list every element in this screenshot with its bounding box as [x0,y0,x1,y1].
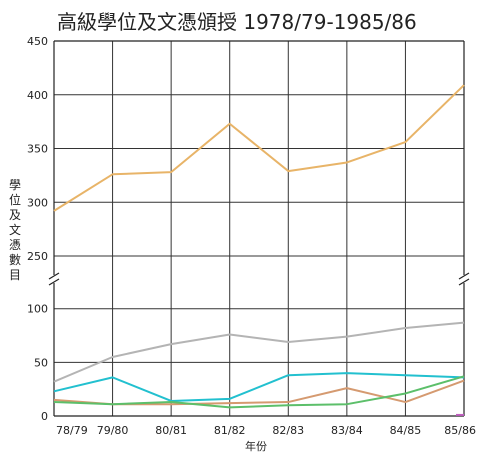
x-tick-label: 85/86 [444,424,476,437]
series-line [53,84,465,212]
x-tick-label: 80/81 [155,424,187,437]
x-axis-label: 年份 [245,439,267,453]
x-tick-label: 83/84 [331,424,363,437]
y-tick-label: 350 [27,143,48,156]
chart-title: 高級學位及文憑頒授 1978/79-1985/86 [57,10,417,34]
y-axis-label-char: 數 [9,253,21,267]
axis-break-mark [48,278,60,286]
y-tick-label: 300 [27,196,48,209]
series-lines [53,84,465,416]
x-tick-label: 79/80 [97,424,129,437]
y-axis-label-char: 學 [9,178,21,192]
y-tick-label: 450 [27,35,48,48]
y-tick-label: 400 [27,89,48,102]
axis-break-gap [459,275,469,283]
x-tick-label: 78/79 [56,424,88,437]
y-axis-label-char: 憑 [9,238,21,252]
y-axis-label-char: 文 [9,222,21,237]
y-tick-label: 0 [41,410,48,423]
y-tick-label: 100 [27,303,48,316]
axis-break-mark [458,272,470,280]
axis-break-mark [458,278,470,286]
axes [48,40,470,417]
y-tick-label: 50 [34,356,48,369]
axis-break-mark [48,272,60,280]
series-line [53,375,465,409]
series-line [53,379,465,406]
y-tick-label: 250 [27,250,48,263]
grid-lines [54,40,465,417]
axis-break-gap [49,275,59,283]
y-axis-label-char: 及 [9,208,21,222]
x-tick-label: 84/85 [390,424,422,437]
series-line [53,372,465,402]
y-axis-label-char: 位 [9,192,21,207]
y-axis-label-char: 目 [9,268,21,282]
x-tick-label: 81/82 [214,424,246,437]
x-tick-label: 82/83 [272,424,304,437]
series-line [53,321,465,383]
y-tick-labels: 250 300 350 400 450 0 50 100 [27,35,48,423]
x-tick-labels: 78/79 79/80 80/81 81/82 82/83 83/84 84/85 85/86 [56,424,476,437]
